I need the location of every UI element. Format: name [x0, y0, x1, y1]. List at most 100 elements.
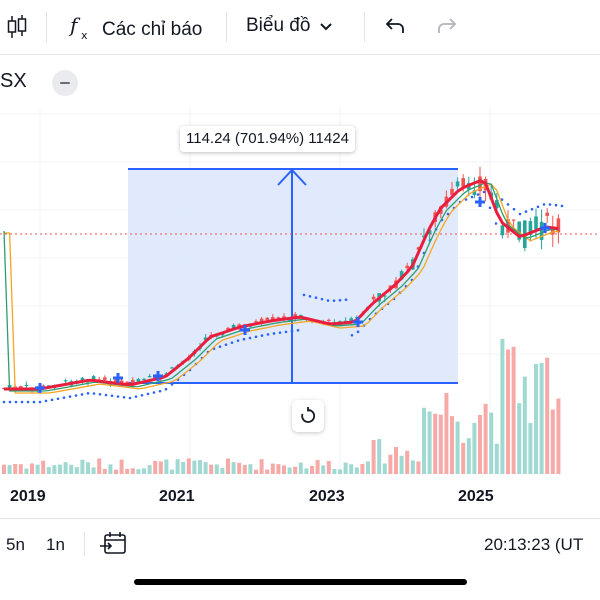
- candle-body: [265, 317, 269, 320]
- sar-dot: [170, 383, 174, 386]
- candle-body: [231, 324, 236, 329]
- reset-chart-button[interactable]: [292, 400, 324, 432]
- calendar-goto-icon[interactable]: [100, 530, 128, 561]
- volume-bar: [276, 464, 281, 474]
- indicators-button[interactable]: f x Các chỉ báo: [68, 12, 202, 47]
- candle-body: [534, 216, 538, 230]
- volume-bar: [242, 464, 247, 474]
- sar-dot: [506, 203, 510, 206]
- candle-body: [371, 296, 376, 300]
- candle-body: [495, 200, 499, 209]
- sar-dot: [68, 395, 72, 398]
- volume-bar: [528, 422, 533, 474]
- x-tick-label: 2019: [10, 488, 46, 505]
- volume-bar: [102, 468, 107, 474]
- candle-body: [170, 367, 174, 369]
- volume-bar: [483, 403, 488, 474]
- volume-bar: [410, 460, 415, 474]
- sar-dot: [476, 193, 480, 196]
- volume-bar: [147, 465, 152, 474]
- signal-cross-icon: [153, 371, 163, 381]
- sar-dot: [554, 203, 558, 207]
- volume-bar: [304, 468, 309, 474]
- sar-dot: [134, 395, 138, 398]
- sar-dot: [272, 332, 276, 335]
- volume-bar: [517, 403, 522, 474]
- candle-body: [416, 247, 421, 250]
- range-5y-button[interactable]: 5n: [6, 535, 25, 554]
- x-tick-label: 2023: [309, 488, 345, 505]
- candle-body: [545, 212, 549, 216]
- sar-dot: [494, 222, 498, 225]
- sar-dot: [488, 206, 492, 210]
- symbol-label[interactable]: SX: [0, 70, 27, 92]
- time-axis[interactable]: 2019 2021 2023 2025: [0, 480, 600, 516]
- undo-button[interactable]: [384, 16, 406, 41]
- volume-bar: [310, 465, 314, 474]
- candle-body: [91, 376, 96, 380]
- sar-dot: [290, 329, 294, 333]
- collapse-legend-button[interactable]: [52, 70, 78, 96]
- volume-bar: [198, 460, 202, 474]
- candle-body: [556, 218, 561, 233]
- volume-bar: [494, 443, 499, 474]
- home-indicator: [134, 579, 467, 585]
- chart-type-button[interactable]: [6, 14, 28, 45]
- chart-menu-button[interactable]: Biểu đồ: [246, 15, 333, 37]
- candle-body: [455, 181, 460, 187]
- sar-dot: [230, 341, 234, 344]
- sar-dot: [524, 210, 528, 213]
- volume-bar: [534, 364, 538, 474]
- volume-bar: [254, 469, 258, 474]
- volume-bar: [321, 465, 326, 474]
- sar-dot: [464, 198, 468, 201]
- volume-bar: [478, 415, 482, 474]
- volume-bar: [422, 407, 426, 474]
- sar-dot: [2, 400, 6, 404]
- volume-bar: [35, 464, 40, 474]
- sar-dot: [242, 337, 246, 341]
- volume-bar: [153, 460, 158, 474]
- function-fx-icon: f x: [68, 12, 94, 47]
- volume-bar: [455, 421, 460, 474]
- sar-dot: [50, 398, 54, 402]
- sar-dot: [308, 295, 312, 298]
- sar-dot: [164, 387, 168, 391]
- volume-bar: [164, 459, 169, 474]
- volume-bar: [136, 469, 141, 474]
- candle-body: [142, 378, 146, 381]
- sar-dot: [320, 297, 324, 301]
- bottom-divider: [84, 532, 85, 556]
- sar-dot: [128, 396, 132, 400]
- moving-average-slow: [4, 183, 559, 394]
- volume-bar: [298, 462, 303, 474]
- volume-bar: [108, 464, 113, 474]
- sar-dot: [248, 336, 252, 340]
- price-chart[interactable]: [0, 108, 600, 480]
- redo-icon: [436, 16, 458, 41]
- volume-bar: [366, 461, 370, 474]
- range-1y-button[interactable]: 1n: [46, 535, 65, 554]
- signal-cross-icon: [113, 373, 123, 383]
- volume-bar: [343, 462, 348, 474]
- sar-dot: [86, 392, 90, 395]
- candle-body: [450, 188, 454, 196]
- candle-body: [259, 318, 264, 324]
- volume-bar: [282, 465, 286, 474]
- server-clock[interactable]: 20:13:23 (UT: [484, 535, 584, 554]
- volume-bar: [326, 460, 331, 474]
- volume-bar: [226, 458, 230, 474]
- candle-body: [287, 319, 292, 321]
- sar-dot: [296, 328, 300, 332]
- volume-bar: [2, 464, 6, 474]
- volume-bar: [259, 459, 264, 474]
- chart-canvas[interactable]: [0, 108, 600, 480]
- toolbar-divider: [226, 12, 227, 42]
- sar-dot: [260, 334, 264, 337]
- volume-bar: [237, 462, 242, 474]
- redo-button[interactable]: [436, 16, 458, 41]
- volume-bar: [399, 455, 404, 474]
- sar-dot: [224, 343, 228, 346]
- signal-cross-icon: [240, 325, 250, 335]
- volume-bar: [231, 462, 236, 474]
